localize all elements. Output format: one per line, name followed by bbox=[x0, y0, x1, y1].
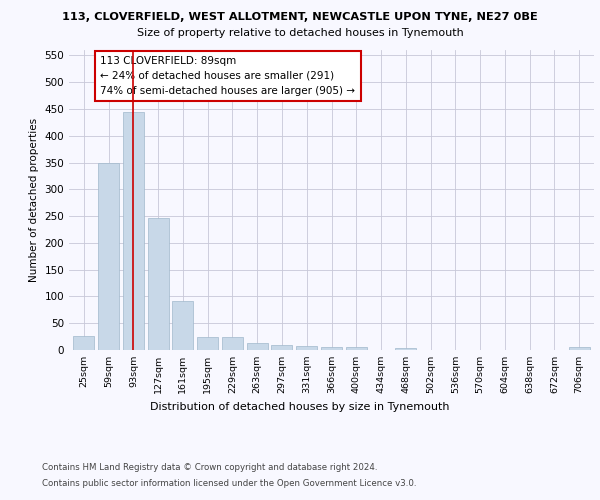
Bar bbox=[271, 344, 292, 350]
Bar bbox=[569, 348, 590, 350]
Bar bbox=[247, 343, 268, 350]
Bar bbox=[148, 218, 169, 350]
Text: 113 CLOVERFIELD: 89sqm
← 24% of detached houses are smaller (291)
74% of semi-de: 113 CLOVERFIELD: 89sqm ← 24% of detached… bbox=[101, 56, 355, 96]
Text: 113, CLOVERFIELD, WEST ALLOTMENT, NEWCASTLE UPON TYNE, NE27 0BE: 113, CLOVERFIELD, WEST ALLOTMENT, NEWCAS… bbox=[62, 12, 538, 22]
Bar bbox=[296, 346, 317, 350]
Text: Distribution of detached houses by size in Tynemouth: Distribution of detached houses by size … bbox=[150, 402, 450, 412]
Bar bbox=[197, 337, 218, 350]
Bar bbox=[346, 347, 367, 350]
Bar bbox=[123, 112, 144, 350]
Bar bbox=[73, 336, 94, 350]
Y-axis label: Number of detached properties: Number of detached properties bbox=[29, 118, 39, 282]
Bar bbox=[98, 162, 119, 350]
Text: Contains HM Land Registry data © Crown copyright and database right 2024.: Contains HM Land Registry data © Crown c… bbox=[42, 462, 377, 471]
Bar bbox=[395, 348, 416, 350]
Bar bbox=[172, 300, 193, 350]
Text: Contains public sector information licensed under the Open Government Licence v3: Contains public sector information licen… bbox=[42, 479, 416, 488]
Bar bbox=[222, 337, 243, 350]
Text: Size of property relative to detached houses in Tynemouth: Size of property relative to detached ho… bbox=[137, 28, 463, 38]
Bar bbox=[321, 347, 342, 350]
